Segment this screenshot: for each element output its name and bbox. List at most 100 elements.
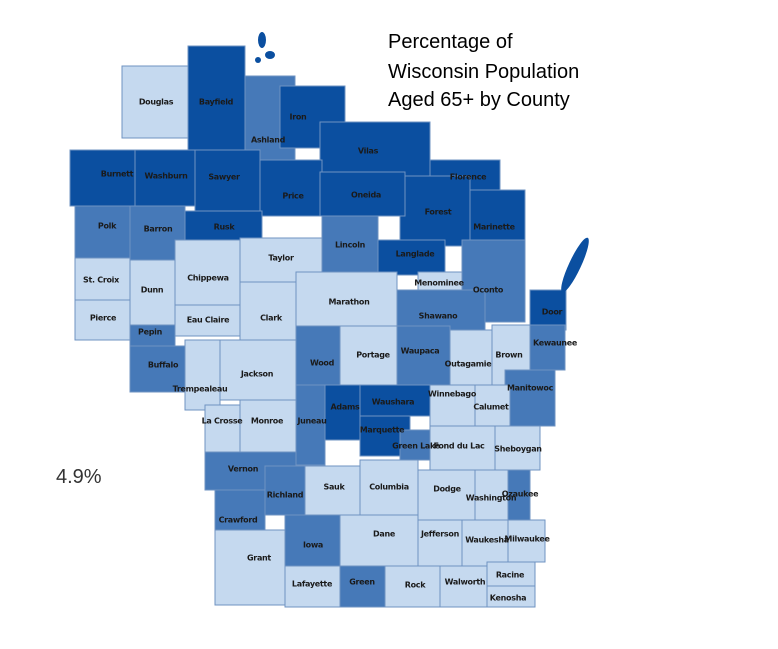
island	[265, 51, 275, 59]
county-label: Calumet	[473, 403, 509, 412]
county-label: Taylor	[268, 254, 294, 263]
county-label: Fond du Lac	[434, 442, 486, 451]
county-shape	[359, 459, 419, 516]
county-shape	[529, 289, 567, 331]
legend-fragment: 4.9%	[56, 466, 102, 488]
county-label: Rock	[405, 581, 426, 590]
county-shape	[486, 585, 536, 608]
county-labels: Douglas Bayfield Ashland Iron Vilas Florence F…	[83, 98, 578, 603]
county-label: Forest	[425, 208, 452, 217]
county-label: Barron	[144, 225, 173, 234]
county-label: Shawano	[419, 312, 459, 321]
county-shape	[529, 324, 566, 371]
county-label: Menominee	[414, 279, 464, 288]
county-label: Juneau	[296, 417, 327, 426]
county-shape	[74, 257, 131, 301]
county-label: Waupaca	[401, 347, 440, 356]
county-label: Iron	[290, 113, 308, 122]
county-shape	[295, 384, 326, 466]
county-shape	[417, 519, 463, 567]
county-shape	[204, 404, 241, 453]
county-label: Columbia	[369, 483, 409, 492]
islands	[255, 32, 589, 293]
county-label: Langlade	[396, 250, 436, 259]
county-label: Waushara	[372, 398, 414, 407]
county-label: Dodge	[433, 485, 461, 494]
county-label: Portage	[356, 351, 390, 360]
county-label: Outagamie	[445, 360, 493, 369]
county-label: Jefferson	[420, 530, 460, 539]
county-shape	[396, 325, 451, 386]
county-shape	[74, 299, 131, 341]
county-shape	[339, 325, 398, 386]
county-shape	[187, 45, 246, 151]
county-shape	[129, 259, 176, 326]
county-label: Brown	[495, 351, 523, 360]
county-shape	[121, 65, 189, 139]
county-shape	[396, 289, 486, 331]
title-line: Percentage of	[388, 31, 513, 53]
county-label: Florence	[450, 173, 487, 182]
county-label: Burnett	[101, 170, 134, 179]
county-label: Chippewa	[187, 274, 229, 283]
county-label: Rusk	[214, 223, 236, 232]
island	[258, 32, 266, 48]
county-label: Vilas	[358, 147, 379, 156]
county-shape	[259, 159, 323, 217]
county-shape	[284, 514, 341, 567]
county-label: Dunn	[141, 286, 164, 295]
county-label: Grant	[247, 554, 271, 563]
county-shape	[377, 239, 446, 276]
county-label: Marathon	[328, 298, 370, 307]
county-label: Jackson	[240, 370, 274, 379]
county-label: Door	[542, 308, 563, 317]
county-label: Walworth	[445, 578, 486, 587]
county-label: Washington	[466, 494, 517, 503]
county-label: Waukesha	[465, 536, 509, 545]
island	[255, 57, 261, 63]
county-shape	[214, 529, 286, 606]
county-label: Douglas	[139, 98, 174, 107]
county-shape	[239, 399, 297, 453]
county-shape	[74, 205, 131, 259]
county-shape	[507, 519, 546, 563]
county-label: Milwaukee	[504, 535, 550, 544]
county-label: Sheboygan	[494, 445, 542, 454]
counties	[69, 45, 567, 608]
county-shape	[439, 565, 488, 608]
county-label: Dane	[373, 530, 396, 539]
county-label: Marinette	[473, 223, 515, 232]
county-label: Price	[282, 192, 304, 201]
county-label: Sawyer	[208, 173, 240, 182]
county-shape	[339, 514, 419, 567]
county-shape	[486, 561, 536, 587]
county-shape	[504, 369, 556, 427]
county-label: Green	[349, 578, 375, 587]
county-label: Manitowoc	[507, 384, 554, 393]
county-label: Ozaukee	[502, 490, 539, 499]
county-label: Racine	[496, 571, 525, 580]
county-label: Vernon	[228, 465, 259, 474]
county-shape	[319, 121, 431, 177]
county-shape	[184, 210, 263, 241]
county-label: Winnebago	[428, 390, 477, 399]
county-label: Wood	[310, 359, 335, 368]
county-label: Pierce	[90, 314, 117, 323]
county-label: Trempealeau	[173, 385, 228, 394]
county-label: Sauk	[324, 483, 346, 492]
county-label: Clark	[260, 314, 283, 323]
county-shape	[304, 465, 361, 523]
title-line: Aged 65+ by County	[388, 89, 570, 111]
county-label: Lafayette	[292, 580, 333, 589]
county-label: Marquette	[360, 426, 405, 435]
county-shape	[474, 384, 511, 427]
county-shape	[184, 339, 221, 411]
county-label: Washburn	[144, 172, 188, 181]
county-label: Kenosha	[490, 594, 526, 603]
county-label: Polk	[98, 222, 117, 231]
county-shape	[174, 239, 241, 306]
county-label: Monroe	[251, 417, 284, 426]
county-shape	[295, 271, 398, 327]
